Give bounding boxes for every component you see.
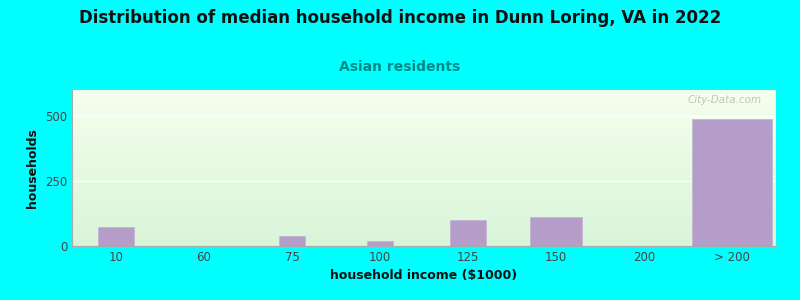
Bar xyxy=(530,218,582,246)
Bar xyxy=(98,226,134,246)
Bar xyxy=(692,118,771,246)
Text: Asian residents: Asian residents xyxy=(339,60,461,74)
Text: Distribution of median household income in Dunn Loring, VA in 2022: Distribution of median household income … xyxy=(79,9,721,27)
Bar xyxy=(279,236,306,246)
X-axis label: household income ($1000): household income ($1000) xyxy=(330,269,518,282)
Bar xyxy=(450,220,486,246)
Text: City-Data.com: City-Data.com xyxy=(688,95,762,105)
Bar xyxy=(366,241,394,246)
Y-axis label: households: households xyxy=(26,128,39,208)
